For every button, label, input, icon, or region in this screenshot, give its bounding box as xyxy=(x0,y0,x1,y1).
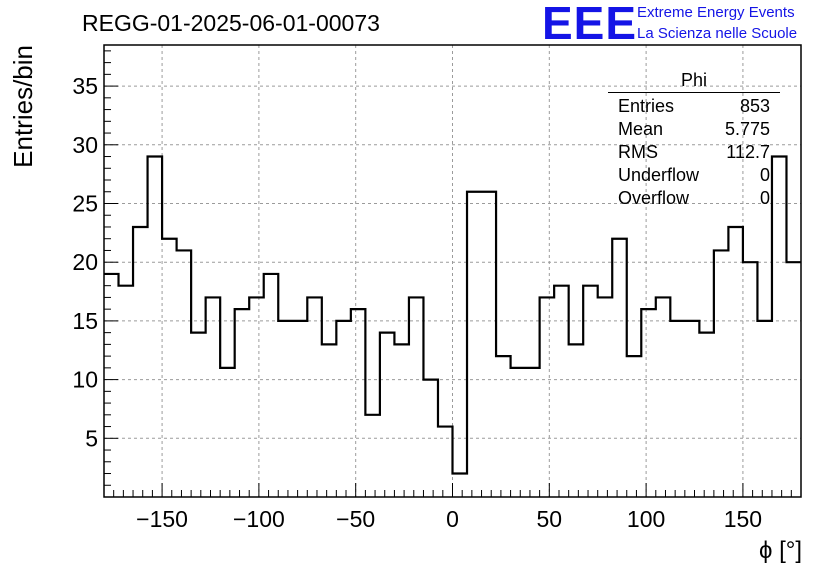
histogram-bin xyxy=(598,297,613,497)
histogram-bin xyxy=(728,227,743,497)
histogram-bin xyxy=(641,309,656,497)
histogram-bin xyxy=(816,262,831,497)
stats-value: 5.775 xyxy=(724,119,770,139)
histogram-bin xyxy=(627,356,642,497)
stats-title: Phi xyxy=(608,70,780,93)
histogram-bin xyxy=(162,239,177,497)
y-tick-label: 30 xyxy=(72,132,98,158)
histogram-bin xyxy=(191,333,206,497)
histogram-bin xyxy=(278,321,293,497)
x-tick-label: 150 xyxy=(724,506,762,532)
histogram-bin xyxy=(670,321,685,497)
y-tick-label: 10 xyxy=(72,367,98,393)
histogram-bin xyxy=(656,297,671,497)
histogram-bin xyxy=(699,333,714,497)
histogram-bin xyxy=(743,262,758,497)
histogram-bin xyxy=(177,250,192,497)
stats-label: Overflow xyxy=(618,188,690,208)
histogram-bin xyxy=(801,262,816,497)
chart-title: REGG-01-2025-06-01-00073 xyxy=(82,10,380,36)
logo-line-2: La Scienza nelle Scuole xyxy=(637,25,798,42)
histogram-bin xyxy=(511,368,526,497)
histogram-bin xyxy=(409,297,424,497)
histogram-bin xyxy=(496,356,511,497)
histogram-bin xyxy=(525,368,540,497)
histogram-bin xyxy=(336,321,351,497)
histogram-bin xyxy=(714,250,729,497)
x-axis-label: ϕ [°] xyxy=(759,537,802,564)
histogram-bin xyxy=(206,297,221,497)
histogram-bin xyxy=(351,309,366,497)
stats-row: Overflow 0 xyxy=(608,187,780,210)
stats-value: 853 xyxy=(739,96,770,116)
histogram-bin xyxy=(119,286,134,497)
x-tick-label: −150 xyxy=(136,506,188,532)
histogram-bin xyxy=(104,274,119,497)
histogram-bin xyxy=(380,333,395,497)
histogram-bin xyxy=(467,192,482,497)
y-tick-label: 15 xyxy=(72,308,98,334)
x-tick-label: −50 xyxy=(336,506,375,532)
y-tick-label: 35 xyxy=(72,73,98,99)
stats-box: Phi Entries 853 Mean 5.775 RMS 112.7 Underflow… xyxy=(608,70,780,210)
histogram-bin xyxy=(365,415,380,497)
histogram-bin xyxy=(554,286,569,497)
y-axis-label: Entries/bin xyxy=(8,45,38,168)
stats-row: Entries 853 xyxy=(608,95,780,118)
histogram-bin xyxy=(453,474,468,497)
y-tick-label: 20 xyxy=(72,249,98,275)
stats-label: Mean xyxy=(618,119,664,139)
stats-label: RMS xyxy=(618,142,658,162)
histogram-series xyxy=(104,155,801,475)
stats-value: 0 xyxy=(759,165,770,185)
histogram-bin xyxy=(540,297,555,497)
stats-label: Entries xyxy=(618,96,675,116)
stats-value: 112.7 xyxy=(726,142,770,162)
histogram-bin xyxy=(482,192,497,497)
histogram-bin xyxy=(830,51,836,497)
histogram-bin xyxy=(235,309,250,497)
stats-row: Mean 5.775 xyxy=(608,118,780,141)
histogram-bin xyxy=(307,297,322,497)
stats-label: Underflow xyxy=(618,165,700,185)
x-tick-label: −100 xyxy=(233,506,285,532)
histogram-bin xyxy=(786,262,801,497)
histogram-bin xyxy=(293,321,308,497)
y-tick-label: 25 xyxy=(72,190,98,216)
x-tick-label: 100 xyxy=(627,506,665,532)
histogram-bin xyxy=(685,321,700,497)
histogram-bin xyxy=(249,297,264,497)
histogram-bin xyxy=(569,344,584,497)
histogram-bin xyxy=(583,286,598,497)
histogram-bin xyxy=(423,380,438,497)
histogram-bin xyxy=(148,157,163,497)
x-tick-label: 0 xyxy=(446,506,459,532)
histogram-bin xyxy=(220,368,235,497)
stats-row: Underflow 0 xyxy=(608,164,780,187)
stats-value: 0 xyxy=(759,188,770,208)
histogram-bin xyxy=(612,239,627,497)
logo-line-1: Extreme Energy Events xyxy=(637,4,795,21)
histogram-bin xyxy=(394,344,409,497)
histogram-bin xyxy=(757,321,772,497)
eee-logo: EEE xyxy=(542,0,638,49)
histogram-bin xyxy=(264,274,279,497)
x-tick-label: 50 xyxy=(537,506,563,532)
histogram-bin xyxy=(438,427,453,497)
histogram-bin xyxy=(133,227,148,497)
y-tick-label: 5 xyxy=(85,425,98,451)
histogram-bin xyxy=(322,344,337,497)
stats-row: RMS 112.7 xyxy=(608,141,780,164)
